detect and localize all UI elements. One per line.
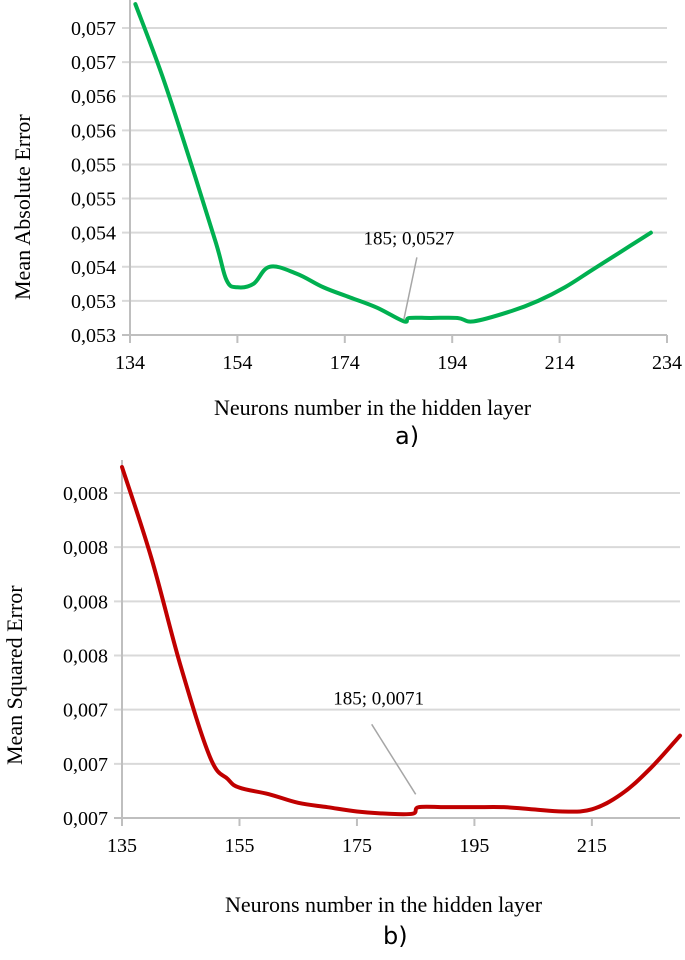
chart-panel-a: 0,053 0,053 0,054 0,054 0,055 0,055 0,056 0,056… <box>0 0 685 460</box>
y-tick-label: 0,053 <box>71 291 116 313</box>
panel-label-b: b) <box>383 922 408 950</box>
x-tick-label: 214 <box>545 352 575 374</box>
mse-line-chart: 0,007 0,007 0,007 0,008 0,008 0,008 0,008 135 15… <box>63 460 682 857</box>
x-tick-label: 194 <box>437 352 467 374</box>
y-tick-label: 0,056 <box>71 120 116 142</box>
y-tick-label: 0,054 <box>71 257 116 279</box>
mae-line-chart: 0,053 0,053 0,054 0,054 0,055 0,055 0,056 0,056… <box>71 0 682 374</box>
y-tick-label: 0,008 <box>63 483 108 505</box>
y-tick-label: 0,007 <box>63 700 108 722</box>
panel-label-a: a) <box>395 422 420 450</box>
y-tick-label: 0,055 <box>71 189 116 211</box>
x-tick-label: 155 <box>224 835 254 857</box>
data-label-annotation: 185; 0,0071 <box>333 688 424 709</box>
y-tick-label: 0,053 <box>71 325 116 347</box>
y-tick-label: 0,008 <box>63 591 108 613</box>
x-tick-label: 175 <box>342 835 372 857</box>
x-tick-label: 234 <box>652 352 682 374</box>
y-tick-label: 0,056 <box>71 86 116 108</box>
x-tick-label: 195 <box>459 835 489 857</box>
y-tick-label: 0,008 <box>63 537 108 559</box>
x-axis-title-a: Neurons number in the hidden layer <box>214 395 532 420</box>
x-axis-title-b: Neurons number in the hidden layer <box>225 892 543 917</box>
annotation-leader <box>403 257 418 320</box>
annotation-leader <box>371 723 417 795</box>
chart-panel-b: 0,007 0,007 0,007 0,008 0,008 0,008 0,008 135 15… <box>0 460 685 960</box>
y-axis-title-b: Mean Squared Error <box>2 585 27 765</box>
y-tick-label: 0,007 <box>63 808 108 830</box>
y-tick-label: 0,007 <box>63 754 108 776</box>
y-tick-label: 0,057 <box>71 18 116 40</box>
x-tick-label: 154 <box>222 352 252 374</box>
y-tick-label: 0,057 <box>71 52 116 74</box>
x-tick-label: 215 <box>577 835 607 857</box>
y-tick-label: 0,055 <box>71 154 116 176</box>
x-tick-label: 134 <box>115 352 145 374</box>
x-tick-label: 174 <box>330 352 360 374</box>
x-tick-label: 135 <box>107 835 137 857</box>
data-label-annotation: 185; 0,0527 <box>363 228 454 249</box>
y-axis-title-a: Mean Absolute Error <box>10 114 35 300</box>
data-line <box>120 465 682 817</box>
data-line <box>133 2 653 324</box>
y-tick-label: 0,054 <box>71 223 116 245</box>
y-tick-label: 0,008 <box>63 646 108 668</box>
